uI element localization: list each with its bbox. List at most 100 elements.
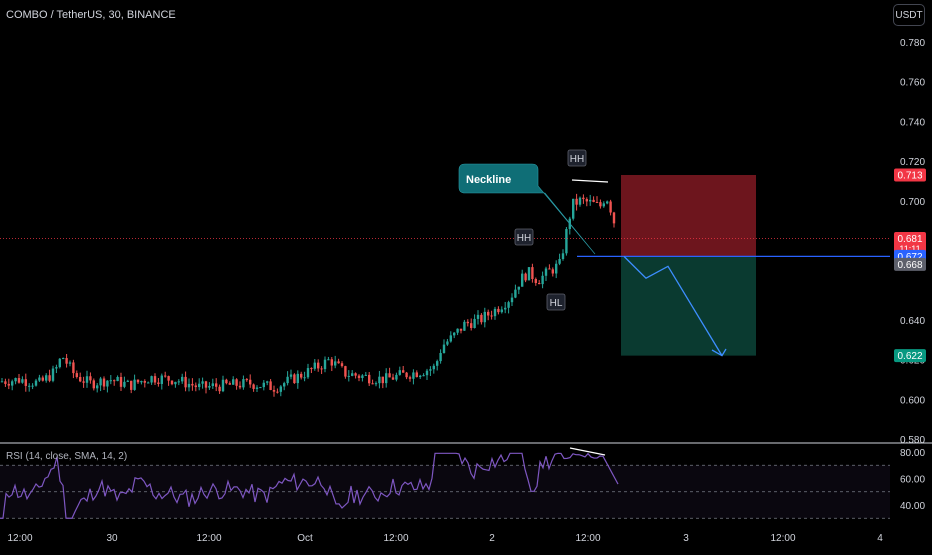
candle-body — [276, 391, 279, 393]
candle-body — [259, 387, 262, 389]
candle-body — [381, 376, 384, 384]
candle-body — [113, 380, 116, 382]
candle-body — [463, 321, 466, 331]
candle-body — [575, 198, 578, 205]
candle-body — [55, 367, 58, 369]
candle-body — [490, 315, 493, 317]
candle-body — [453, 332, 456, 336]
candle-body — [388, 373, 391, 378]
candle-body — [419, 375, 422, 378]
candle-body — [429, 369, 432, 371]
candle-body — [449, 335, 452, 342]
candle-body — [160, 375, 163, 384]
candle-body — [585, 199, 588, 202]
candle-body — [79, 377, 82, 382]
risk-reward-zones[interactable] — [621, 174, 756, 356]
candle-body — [548, 268, 551, 270]
candle-body — [361, 375, 364, 378]
candle-body — [72, 362, 75, 374]
candle-body — [402, 370, 405, 373]
candle-body — [38, 377, 41, 381]
time-tick-label: Oct — [297, 533, 313, 544]
candle-body — [296, 373, 299, 384]
candle-body — [317, 362, 320, 369]
price-tick-label: 0.720 — [900, 157, 925, 168]
candle-body — [320, 368, 323, 370]
candle-body — [300, 373, 303, 378]
candle-body — [242, 379, 245, 388]
candle-body — [126, 380, 129, 382]
time-axis[interactable]: 12:00 30 12:00 Oct 12:00 2 12:00 3 12:00 4 — [0, 527, 932, 544]
candle-body — [24, 379, 27, 386]
candle-body — [538, 282, 541, 285]
candle-body — [565, 229, 568, 254]
candle-body — [446, 341, 449, 345]
hl-label-box — [546, 293, 566, 311]
candle-body — [595, 201, 599, 203]
candle-body — [133, 379, 136, 390]
price-tick-label: 0.780 — [900, 38, 925, 49]
candle-body — [235, 379, 238, 386]
candle-body — [337, 361, 340, 364]
candle-body — [572, 198, 575, 219]
candle-body — [470, 323, 473, 328]
candle-body — [174, 381, 177, 385]
time-tick-label: 4 — [877, 533, 883, 544]
candle-body — [289, 374, 293, 377]
rsi-divergence-line — [569, 447, 606, 456]
price-badge-countdown: 11:11 — [899, 244, 920, 254]
candle-body — [293, 374, 296, 384]
hl-label: HL — [550, 298, 563, 309]
candle-body — [130, 380, 133, 390]
candle-body — [218, 386, 221, 392]
candle-body — [612, 212, 616, 224]
time-tick-label: 2 — [489, 533, 495, 544]
neckline-callout — [458, 163, 596, 255]
candle-body — [425, 370, 429, 376]
candle-body — [483, 311, 486, 323]
drawing-overlays[interactable]: Neckline HH HH HL — [0, 149, 890, 357]
candle-body — [41, 377, 44, 381]
candle-body — [544, 268, 548, 276]
candle-body — [215, 383, 218, 387]
currency-button[interactable]: USDT — [893, 4, 925, 26]
candle-body — [147, 382, 150, 384]
candle-body — [238, 385, 242, 388]
candle-body — [225, 379, 228, 384]
candle-body — [589, 199, 592, 202]
candle-body — [51, 368, 55, 381]
candle-body — [136, 379, 140, 383]
candle-body — [578, 197, 582, 205]
time-tick-label: 12:00 — [196, 533, 221, 544]
candle-body — [507, 302, 510, 308]
candle-body — [500, 309, 503, 313]
projection-arrowhead — [711, 348, 727, 357]
candle-body — [272, 389, 276, 392]
candle-body — [164, 375, 167, 377]
candle-body — [187, 383, 191, 388]
candle-body — [28, 385, 31, 387]
candle-body — [17, 378, 21, 383]
rsi-tick-label: 60.00 — [900, 475, 925, 486]
candle-body — [96, 385, 99, 389]
rsi-pane[interactable]: 80.00 60.00 40.00 — [0, 442, 932, 519]
price-badge-label: 0.713 — [897, 170, 922, 181]
candle-body — [534, 279, 537, 283]
candle-body — [181, 376, 184, 382]
candle-body — [306, 368, 310, 378]
candle-body — [75, 373, 78, 378]
candle-body — [551, 269, 554, 274]
candle-body — [204, 381, 208, 388]
candle-body — [119, 376, 123, 387]
time-tick-label: 3 — [683, 533, 689, 544]
candle-body — [21, 379, 24, 383]
candle-body — [439, 352, 442, 362]
rsi-label: RSI (14, close, SMA, 14, 2) — [6, 451, 128, 462]
candle-body — [150, 376, 153, 383]
price-badge — [894, 168, 926, 182]
candle-body — [480, 314, 483, 323]
time-tick-label: 12:00 — [383, 533, 408, 544]
